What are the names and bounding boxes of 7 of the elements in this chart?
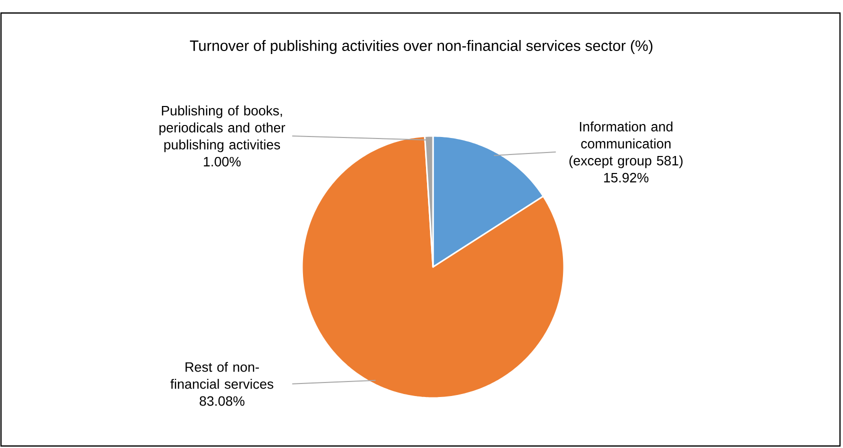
slice-label: Rest of non-financial services [170,362,274,389]
slice-label: Publishing of books, periodicals and other publishing activities [159,106,286,152]
slice-label: Information and communication (except group 581) [569,122,683,168]
data-label: 83.08% [200,396,244,406]
data-label: 15.92% [604,172,648,182]
data-label: 1.00% [204,156,241,166]
chart-title: Turnover of publishing activities over non-financial services sector (%) [190,40,652,54]
